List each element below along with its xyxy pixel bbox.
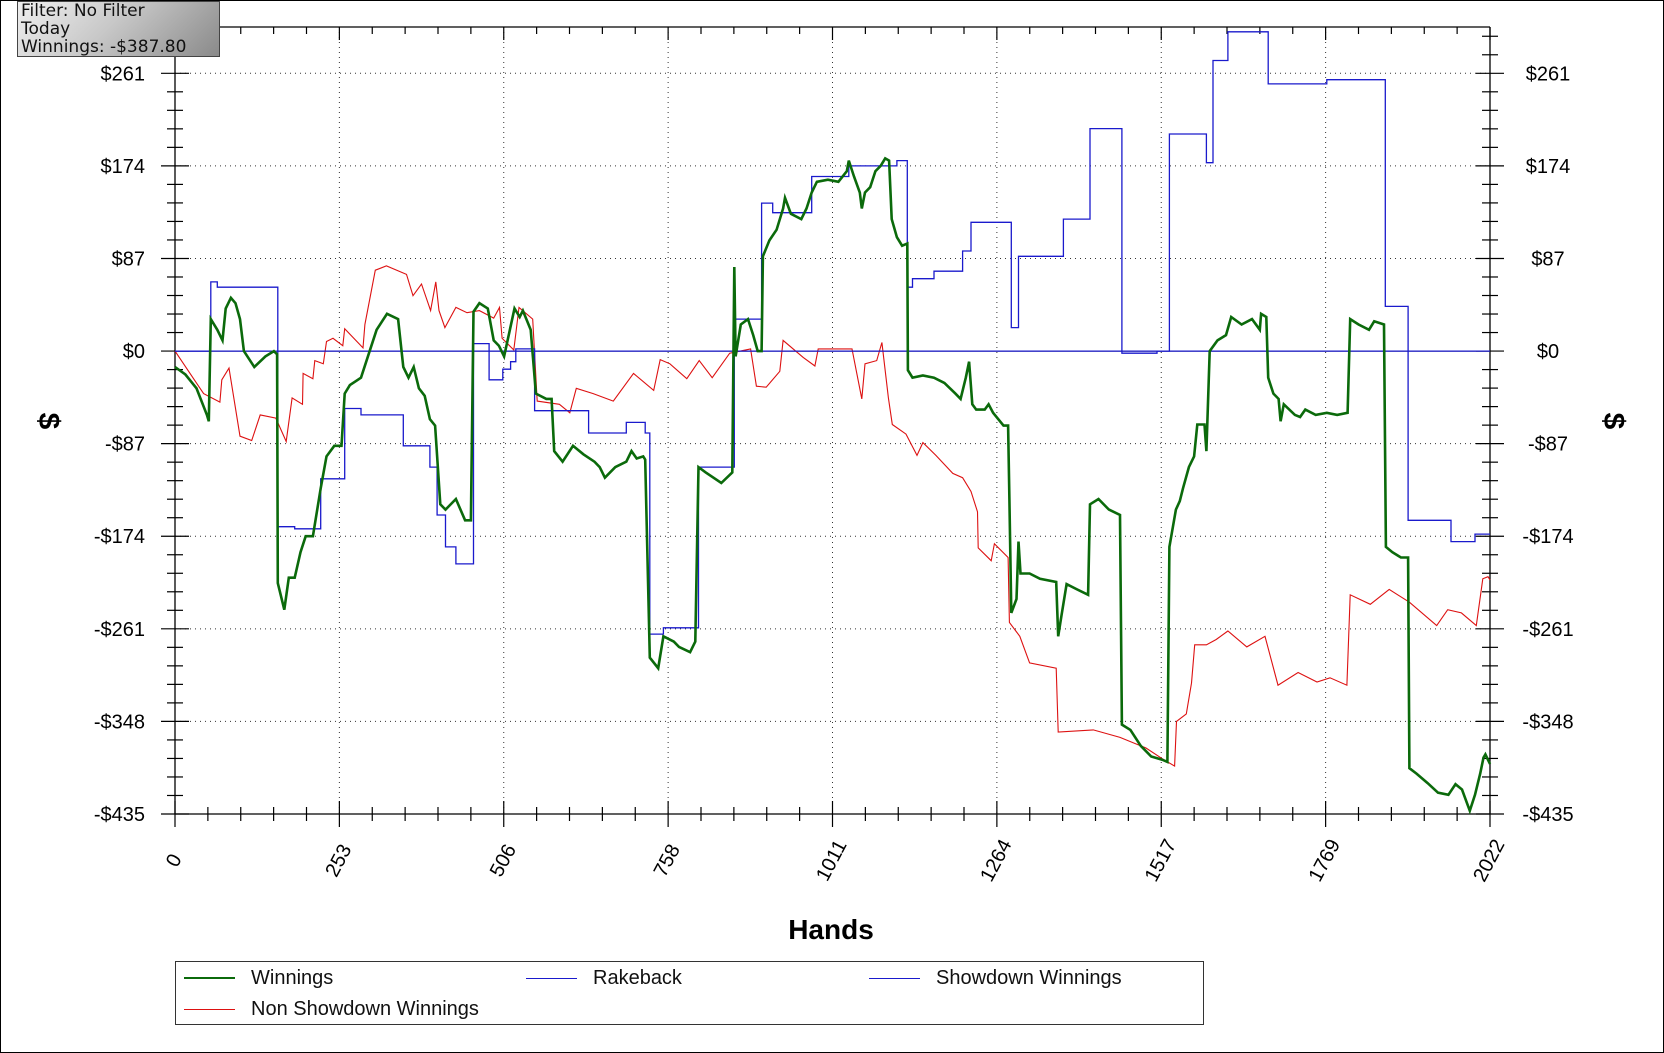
legend-item-winnings: Winnings (184, 966, 333, 990)
legend-label: Rakeback (593, 966, 682, 989)
y-tick-label-left: -$261 (94, 619, 145, 641)
series-layer (174, 31, 1492, 815)
legend-swatch-showdown (869, 977, 920, 979)
y-tick-label-left: $87 (112, 248, 145, 270)
y-tick-label-right: -$87 (1528, 434, 1568, 456)
filter-label: Filter: No Filter (21, 1, 145, 21)
y-tick-label-left: -$348 (94, 711, 145, 733)
y-tick-label-left: $174 (101, 156, 146, 178)
legend-item-showdown: Showdown Winnings (869, 966, 1122, 990)
y-tick-label-right: $174 (1526, 156, 1571, 178)
x-tick-label: 1264 (976, 836, 1016, 886)
y-tick-label-right: -$348 (1522, 711, 1573, 733)
legend-label: Winnings (251, 966, 334, 989)
y-tick-label-left: -$174 (94, 526, 145, 548)
legend-item-non-showdown: Non Showdown Winnings (184, 997, 479, 1021)
legend-item-rakeback: Rakeback (526, 966, 682, 990)
legend-swatch-winnings (184, 977, 235, 979)
y-axis-title-right: $ (1597, 413, 1630, 430)
tick-labels: -$435 -$435 -$348 -$348 -$261 -$261 -$174 -$174… (94, 63, 1574, 885)
legend-swatch-non-showdown (184, 1008, 235, 1010)
period-label: Today (21, 19, 71, 39)
winnings-total-label: Winnings: -$387.80 (21, 37, 187, 57)
x-tick-label: 1011 (812, 837, 852, 885)
chart-legend: Winnings Rakeback Showdown Winnings Non … (175, 961, 1204, 1025)
y-tick-label-right: $261 (1526, 63, 1571, 85)
y-tick-label-left: -$435 (94, 804, 145, 826)
x-axis-title: Hands (788, 914, 874, 945)
y-axis-title-left: $ (32, 413, 65, 430)
y-tick-label-right: -$435 (1522, 804, 1573, 826)
y-tick-label-left: $261 (101, 63, 146, 85)
legend-swatch-rakeback (526, 977, 577, 979)
series-line-non-showdown (174, 265, 1491, 768)
x-tick-label: 758 (650, 841, 685, 881)
series-line-winnings (174, 156, 1492, 815)
x-tick-label: 0 (162, 851, 187, 871)
x-tick-label: 253 (321, 841, 356, 881)
x-tick-label: 1769 (1305, 836, 1345, 886)
y-tick-label-right: -$174 (1522, 526, 1573, 548)
legend-label: Showdown Winnings (936, 966, 1122, 989)
y-tick-label-right: $0 (1537, 341, 1559, 363)
y-tick-label-right: $87 (1531, 248, 1564, 270)
y-tick-label-right: -$261 (1522, 619, 1573, 641)
legend-label: Non Showdown Winnings (251, 997, 479, 1020)
gridlines (175, 27, 1490, 814)
x-tick-label: 2022 (1469, 836, 1509, 886)
y-tick-label-left: -$87 (105, 434, 145, 456)
x-tick-label: 1517 (1141, 836, 1181, 886)
y-tick-label-left: $0 (123, 341, 145, 363)
x-tick-label: 506 (486, 841, 521, 881)
filter-info-box: Filter: No Filter Today Winnings: -$387.… (17, 1, 220, 57)
